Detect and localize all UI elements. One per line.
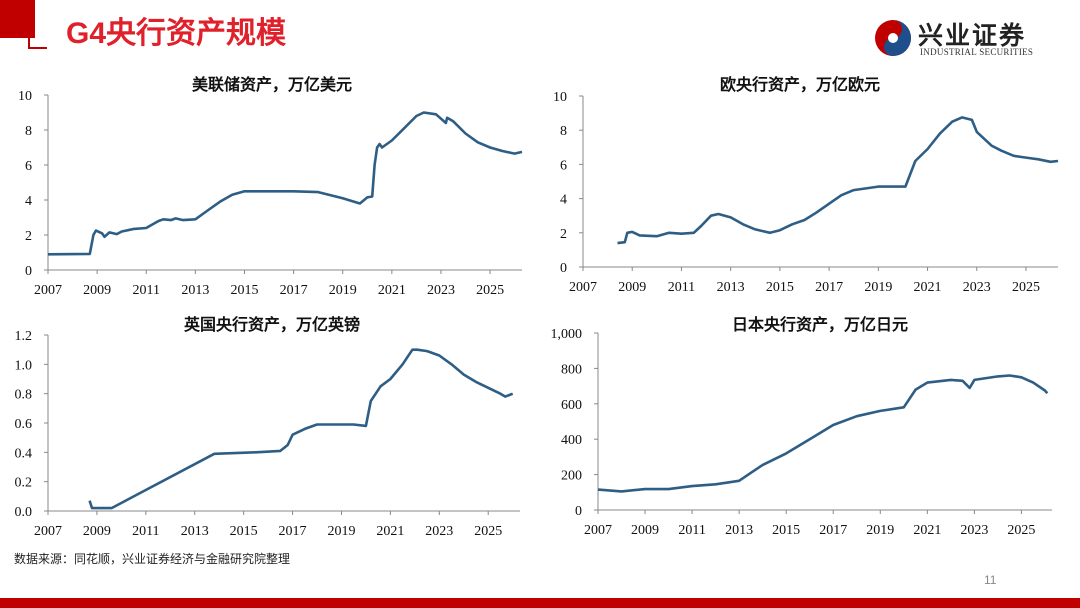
y-tick-label: 1.0 xyxy=(15,358,33,373)
chart-1: 美联储资产，万亿美元 0 2 4 6 8 10 2007 2009 2011 2013 2015 201… xyxy=(18,75,523,298)
y-tick-label: 200 xyxy=(561,469,582,484)
y-tick-label: 6 xyxy=(560,158,567,173)
x-tick-label: 2019 xyxy=(329,283,357,298)
chart-4: 日本央行资产，万亿日元 0 200 400 600 800 1,000 2007 2009 201… xyxy=(551,315,1052,538)
x-tick-label: 2021 xyxy=(378,283,406,298)
y-tick-label: 800 xyxy=(561,362,582,377)
x-tick-label: 2015 xyxy=(230,283,258,298)
x-tick-label: 2013 xyxy=(717,280,745,295)
x-tick-label: 2011 xyxy=(678,523,705,538)
x-tick-label: 2007 xyxy=(34,283,62,298)
x-tick-label: 2019 xyxy=(866,523,894,538)
x-tick-label: 2023 xyxy=(963,280,991,295)
x-tick-label: 2015 xyxy=(766,280,794,295)
chart-3: 英国央行资产，万亿英镑 0.0 0.2 0.4 0.6 0.8 1.0 1.2 2007 2009… xyxy=(15,315,520,539)
y-tick-label: 1.2 xyxy=(15,329,33,344)
x-tick-label: 2017 xyxy=(279,524,307,539)
x-tick-label: 2007 xyxy=(584,523,612,538)
y-tick-label: 0.6 xyxy=(15,417,33,432)
y-tick-label: 0 xyxy=(560,261,567,276)
y-tick-label: 0.0 xyxy=(15,505,33,520)
source-note: 数据来源：同花顺，兴业证券经济与金融研究院整理 xyxy=(14,552,291,566)
x-tick-label: 2011 xyxy=(668,280,695,295)
y-tick-label: 2 xyxy=(25,229,32,244)
chart-title: 美联储资产，万亿美元 xyxy=(192,75,352,94)
x-tick-label: 2025 xyxy=(1012,280,1040,295)
y-tick-label: 10 xyxy=(18,89,32,104)
x-tick-label: 2011 xyxy=(132,283,159,298)
company-logo: 兴业证券 INDUSTRIAL SECURITIES xyxy=(873,16,1053,60)
x-tick-label: 2011 xyxy=(132,524,159,539)
logo-swirl-icon xyxy=(875,20,911,56)
x-tick-label: 2025 xyxy=(476,283,504,298)
x-tick-label: 2019 xyxy=(864,280,892,295)
series-line xyxy=(617,116,1059,245)
y-tick-label: 4 xyxy=(560,193,567,208)
y-tick-label: 0.4 xyxy=(15,446,33,461)
y-tick-label: 8 xyxy=(560,124,567,139)
y-tick-label: 4 xyxy=(25,194,32,209)
chart-title: 欧央行资产，万亿欧元 xyxy=(720,75,880,94)
x-tick-label: 2013 xyxy=(725,523,753,538)
y-tick-label: 0 xyxy=(25,264,32,279)
x-tick-label: 2007 xyxy=(569,280,597,295)
y-tick-label: 0.8 xyxy=(15,388,33,403)
header-accent-bracket xyxy=(28,30,47,49)
y-tick-label: 0 xyxy=(575,504,582,519)
x-tick-label: 2009 xyxy=(631,523,659,538)
series-line xyxy=(47,111,523,256)
page-number: 11 xyxy=(984,573,997,587)
x-tick-label: 2009 xyxy=(618,280,646,295)
y-tick-label: 6 xyxy=(25,159,32,174)
series-line xyxy=(88,348,514,510)
logo-text-cn: 兴业证券 xyxy=(918,21,1027,50)
y-tick-label: 600 xyxy=(561,398,582,413)
y-tick-label: 10 xyxy=(553,90,567,105)
x-tick-label: 2017 xyxy=(815,280,843,295)
x-tick-label: 2021 xyxy=(914,280,942,295)
chart-title: 日本央行资产，万亿日元 xyxy=(732,315,908,334)
y-tick-label: 2 xyxy=(560,227,567,242)
x-tick-label: 2015 xyxy=(230,524,258,539)
x-tick-label: 2007 xyxy=(34,524,62,539)
x-tick-label: 2013 xyxy=(181,524,209,539)
x-tick-label: 2025 xyxy=(474,524,502,539)
page-title: G4央行资产规模 xyxy=(66,17,287,50)
x-tick-label: 2025 xyxy=(1007,523,1035,538)
x-tick-label: 2023 xyxy=(427,283,455,298)
x-tick-label: 2009 xyxy=(83,283,111,298)
y-tick-label: 1,000 xyxy=(551,327,583,342)
x-tick-label: 2021 xyxy=(913,523,941,538)
logo-text-en: INDUSTRIAL SECURITIES xyxy=(920,47,1034,57)
y-tick-label: 8 xyxy=(25,124,32,139)
x-tick-label: 2013 xyxy=(181,283,209,298)
x-tick-label: 2015 xyxy=(772,523,800,538)
x-tick-label: 2009 xyxy=(83,524,111,539)
x-tick-label: 2019 xyxy=(327,524,355,539)
chart-title: 英国央行资产，万亿英镑 xyxy=(183,315,360,334)
y-tick-label: 0.2 xyxy=(15,476,33,491)
x-tick-label: 2023 xyxy=(960,523,988,538)
footer-bar xyxy=(0,598,1080,608)
x-tick-label: 2023 xyxy=(425,524,453,539)
x-tick-label: 2021 xyxy=(376,524,404,539)
x-tick-label: 2017 xyxy=(819,523,847,538)
series-line xyxy=(597,374,1049,493)
chart-2: 欧央行资产，万亿欧元 0 2 4 6 8 10 2007 2009 2011 2013 2015 201… xyxy=(553,75,1059,295)
x-tick-label: 2017 xyxy=(280,283,308,298)
y-tick-label: 400 xyxy=(561,433,582,448)
